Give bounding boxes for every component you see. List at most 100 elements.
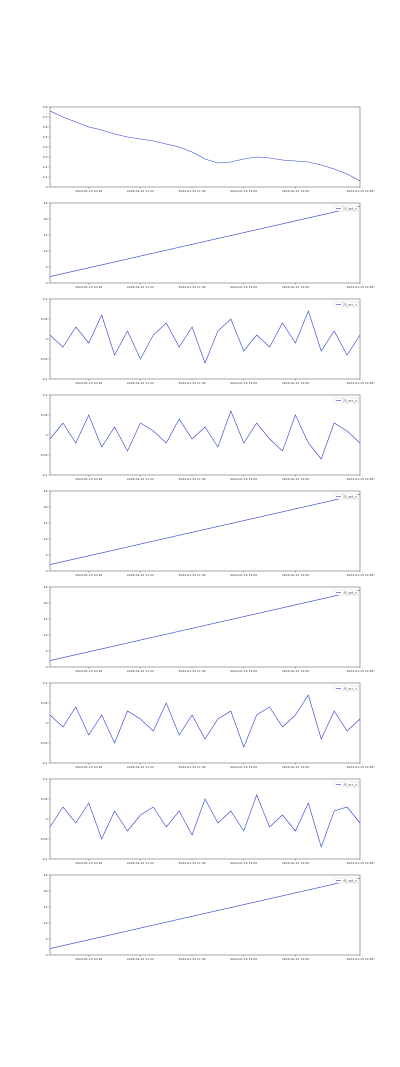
- legend-box: [333, 493, 359, 500]
- legend-label: 2S_acc_x: [343, 303, 357, 307]
- y-tick-label: 0: [46, 953, 48, 957]
- y-tick-label: -0.1: [42, 857, 48, 861]
- x-tick-label: 2024-01-15 12:24: [282, 285, 309, 289]
- legend-box: [333, 397, 359, 404]
- y-tick-label: 25: [44, 489, 48, 493]
- y-tick-label: 15: [44, 233, 48, 237]
- x-tick-label: 2024-01-15 12:48: [346, 189, 373, 193]
- legend-label: 2S_ypt_d: [343, 495, 357, 499]
- y-tick-label: 0.05: [41, 413, 48, 417]
- x-tick-label: 2024-01-15 11:36: [179, 573, 206, 577]
- x-tick-label: 2024-01-15 12:24: [282, 381, 309, 385]
- y-tick-label: -0.05: [40, 741, 48, 745]
- x-tick-label: 2024-01-15 12:24: [282, 861, 309, 865]
- line-series: [49, 694, 361, 748]
- line-series: [49, 410, 361, 460]
- x-tick-label: 2024-01-15 10:48: [75, 189, 102, 193]
- x-tick-label: 2024-01-15 11:36: [179, 957, 206, 961]
- x-tick-label: 2024-01-15 12:00: [230, 573, 257, 577]
- x-tick-label: 2024-01-15 12:24: [282, 573, 309, 577]
- y-tick-label: 0.5: [43, 135, 48, 139]
- legend-box: [333, 685, 359, 692]
- x-tick-label: 2024-01-15 11:12: [127, 477, 154, 481]
- y-tick-label: 20: [44, 505, 48, 509]
- x-tick-label: 2024-01-15 12:48: [346, 957, 373, 961]
- x-tick-label: 2024-01-15 10:48: [75, 285, 102, 289]
- y-tick-label: 0: [46, 185, 48, 189]
- y-tick-label: 10: [44, 537, 48, 541]
- legend-label: 1S_ypt_d: [343, 207, 357, 211]
- y-tick-label: 0.1: [43, 393, 48, 397]
- x-tick-label: 2024-01-15 12:00: [230, 477, 257, 481]
- x-tick-label: 2024-01-15 10:48: [75, 861, 102, 865]
- x-tick-label: 2024-01-15 11:12: [127, 189, 154, 193]
- y-tick-label: 25: [44, 201, 48, 205]
- x-tick-label: 2024-01-15 11:36: [179, 381, 206, 385]
- line-series: [49, 110, 361, 182]
- y-tick-label: 0.3: [43, 155, 48, 159]
- y-tick-label: 25: [44, 873, 48, 877]
- legend-label: 2S_acc_y: [343, 399, 357, 403]
- x-tick-label: 2024-01-15 12:24: [282, 477, 309, 481]
- x-tick-label: 2024-01-15 12:00: [230, 381, 257, 385]
- y-tick-label: 0.1: [43, 681, 48, 685]
- x-tick-label: 2024-01-15 12:00: [230, 861, 257, 865]
- x-tick-label: 2024-01-15 12:00: [230, 189, 257, 193]
- y-tick-label: 5: [46, 553, 48, 557]
- y-tick-label: 10: [44, 633, 48, 637]
- y-tick-label: 15: [44, 521, 48, 525]
- x-tick-label: 2024-01-15 12:24: [282, 957, 309, 961]
- y-tick-label: 0.05: [41, 797, 48, 801]
- y-tick-label: 0: [46, 337, 48, 341]
- y-tick-label: 0: [46, 721, 48, 725]
- line-series: [49, 877, 361, 949]
- x-tick-label: 2024-01-15 12:48: [346, 669, 373, 673]
- y-tick-label: 0.1: [43, 175, 48, 179]
- plot-frame: [49, 394, 361, 476]
- legend-box: [333, 589, 359, 596]
- y-tick-label: 0: [46, 433, 48, 437]
- x-tick-label: 2024-01-15 12:48: [346, 765, 373, 769]
- x-tick-label: 2024-01-15 10:48: [75, 381, 102, 385]
- x-tick-label: 2024-01-15 12:24: [282, 669, 309, 673]
- y-tick-label: 0: [46, 569, 48, 573]
- x-tick-label: 2024-01-15 10:48: [75, 573, 102, 577]
- x-tick-label: 2024-01-15 12:48: [346, 285, 373, 289]
- x-tick-label: 2024-01-15 12:48: [346, 381, 373, 385]
- y-tick-label: 0.1: [43, 297, 48, 301]
- y-tick-label: 0: [46, 281, 48, 285]
- y-tick-label: 5: [46, 937, 48, 941]
- x-tick-label: 2024-01-15 11:36: [179, 477, 206, 481]
- x-tick-label: 2024-01-15 10:48: [75, 765, 102, 769]
- x-tick-label: 2024-01-15 11:12: [127, 285, 154, 289]
- y-tick-label: 0.2: [43, 165, 48, 169]
- x-tick-label: 2024-01-15 10:48: [75, 669, 102, 673]
- y-tick-label: 0.1: [43, 777, 48, 781]
- x-tick-label: 2024-01-15 12:00: [230, 669, 257, 673]
- legend-label: 3S_acc_y: [343, 783, 357, 787]
- y-tick-label: -0.1: [42, 377, 48, 381]
- legend-box: [333, 301, 359, 308]
- y-tick-label: 15: [44, 905, 48, 909]
- y-tick-label: 25: [44, 585, 48, 589]
- legend-box: [333, 781, 359, 788]
- y-tick-label: 0.8: [43, 105, 48, 109]
- y-tick-label: 5: [46, 649, 48, 653]
- plot-frame: [49, 778, 361, 860]
- line-series: [49, 205, 361, 277]
- x-tick-label: 2024-01-15 12:00: [230, 957, 257, 961]
- y-tick-label: -0.1: [42, 761, 48, 765]
- line-series: [49, 794, 361, 848]
- y-tick-label: 10: [44, 249, 48, 253]
- legend-box: [333, 205, 359, 212]
- x-tick-label: 2024-01-15 12:48: [346, 573, 373, 577]
- plot-frame: [49, 106, 361, 188]
- x-tick-label: 2024-01-15 11:36: [179, 189, 206, 193]
- y-tick-label: 0.7: [43, 115, 48, 119]
- plot-frame: [49, 202, 361, 284]
- plot-frame: [49, 490, 361, 572]
- x-tick-label: 2024-01-15 10:48: [75, 477, 102, 481]
- x-tick-label: 2024-01-15 12:24: [282, 189, 309, 193]
- x-tick-label: 2024-01-15 11:12: [127, 765, 154, 769]
